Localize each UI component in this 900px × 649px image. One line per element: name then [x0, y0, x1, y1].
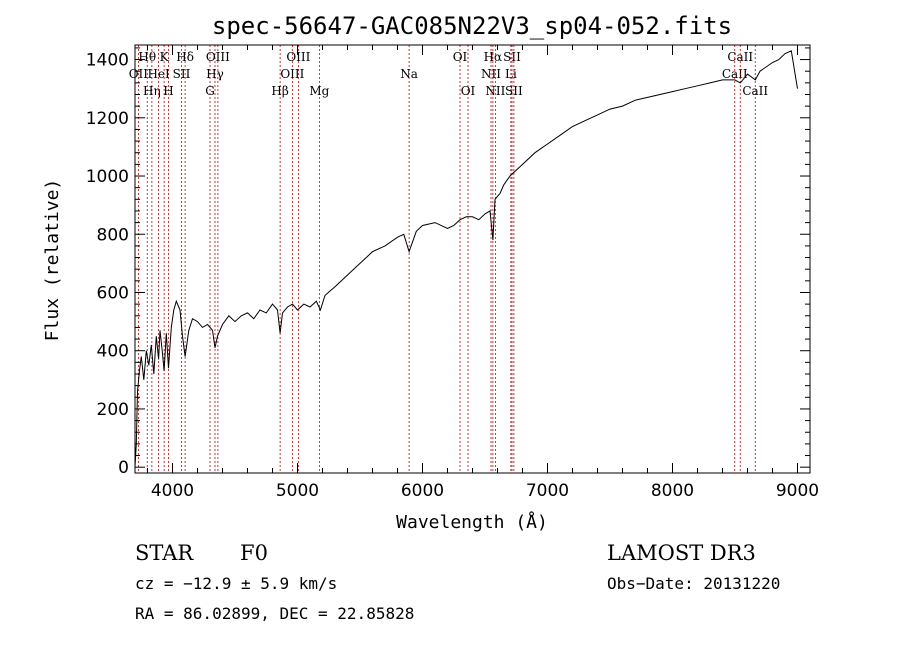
- spectral-line-label: NII: [481, 67, 501, 81]
- obs-date: Obs−Date: 20131220: [607, 574, 780, 593]
- y-tick-label: 200: [97, 400, 129, 420]
- subclass: F0: [240, 541, 268, 565]
- spectral-line-label: Li: [505, 67, 517, 81]
- spectral-line-label: G: [205, 84, 215, 98]
- y-tick-label: 0: [118, 458, 129, 478]
- spectral-line-label: SII: [503, 50, 521, 64]
- spectral-line-label: Hβ: [271, 84, 288, 98]
- y-tick-label: 1200: [86, 109, 129, 129]
- coordinates: RA = 86.02899, DEC = 22.85828: [135, 604, 414, 623]
- spectral-line-label: Hδ: [176, 50, 194, 64]
- y-tick-label: 400: [97, 342, 129, 362]
- spectrum-line: [134, 50, 798, 468]
- x-axis-ticks: 4000 5000 6000 7000 8000 9000: [147, 45, 819, 501]
- spectral-line-label: NII: [485, 84, 505, 98]
- x-axis-label: Wavelength (Å): [396, 511, 548, 533]
- spectral-line-label: Mg: [309, 84, 329, 98]
- spectral-line-label: Na: [400, 67, 418, 81]
- chart-title: spec-56647-GAC085N22V3_sp04-052.fits: [212, 12, 732, 40]
- spectral-line-label: Hθ: [138, 50, 156, 64]
- spectral-line-markers: OIIHθHηHeIKHSIIHδGHγOIIIHβOIIIOIIIMgNaOI…: [129, 45, 768, 473]
- spectral-line-label: SII: [173, 67, 191, 81]
- spectral-line-label: CaII: [742, 84, 768, 98]
- plot-frame: [134, 44, 811, 474]
- spectrum-series: [134, 50, 798, 468]
- spectral-line-label: CaII: [722, 67, 748, 81]
- x-tick-label: 5000: [276, 481, 319, 501]
- y-tick-label: 600: [97, 283, 129, 303]
- spectral-line-label: OIII: [206, 50, 230, 64]
- object-class: STAR: [135, 541, 194, 565]
- x-tick-label: 6000: [401, 481, 444, 501]
- y-axis-ticks: 0 200 400 600 800 1000 1200 1400: [86, 47, 810, 478]
- spectral-line-label: HeI: [147, 67, 170, 81]
- x-tick-label: 8000: [651, 481, 694, 501]
- x-tick-label: 4000: [151, 481, 194, 501]
- survey-name: LAMOST DR3: [607, 541, 756, 565]
- redshift-text: cz = −12.9 ± 5.9 km/s: [135, 574, 337, 593]
- x-tick-label: 7000: [526, 481, 569, 501]
- spectral-line-label: OIII: [280, 67, 304, 81]
- spectral-line-label: Hη: [143, 84, 161, 98]
- spectral-line-label: OI: [461, 84, 476, 98]
- spectral-line-label: CaII: [727, 50, 753, 64]
- y-axis-label: Flux (relative): [42, 179, 63, 342]
- spectral-line-label: OIII: [286, 50, 310, 64]
- spectral-line-label: Hγ: [206, 67, 224, 81]
- spectral-line-label: SII: [505, 84, 523, 98]
- spectral-line-label: OII: [129, 67, 149, 81]
- y-tick-label: 800: [97, 225, 129, 245]
- spectral-line-label: Hα: [484, 50, 503, 64]
- y-tick-label: 1000: [86, 167, 129, 187]
- spectral-line-label: H: [163, 84, 173, 98]
- x-tick-label: 9000: [776, 481, 819, 501]
- spectral-line-label: OI: [453, 50, 468, 64]
- spectral-line-label: K: [160, 50, 170, 64]
- y-tick-label: 1400: [86, 51, 129, 71]
